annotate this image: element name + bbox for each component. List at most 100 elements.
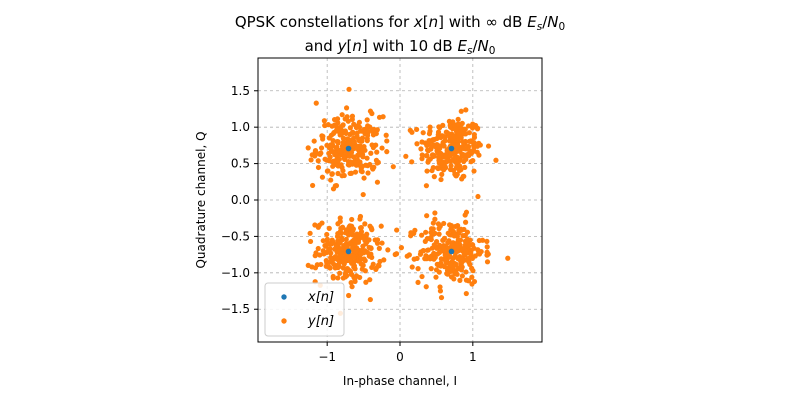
y-point bbox=[463, 248, 469, 255]
y-tick-label: 0.5 bbox=[231, 157, 250, 171]
y-point bbox=[321, 118, 327, 124]
y-point bbox=[333, 145, 339, 151]
y-point bbox=[437, 248, 443, 255]
y-point bbox=[438, 256, 444, 262]
y-point bbox=[460, 233, 466, 239]
y-point bbox=[440, 133, 446, 139]
y-point bbox=[462, 131, 469, 137]
y-point bbox=[307, 230, 313, 236]
y-point bbox=[349, 284, 355, 290]
y-point bbox=[409, 264, 415, 270]
y-point bbox=[356, 119, 363, 126]
y-point bbox=[465, 123, 472, 129]
y-point bbox=[362, 268, 368, 274]
y-point bbox=[359, 169, 365, 175]
y-point bbox=[468, 250, 474, 257]
y-point bbox=[451, 276, 457, 282]
y-point bbox=[347, 125, 353, 131]
y-point bbox=[378, 223, 384, 229]
y-point bbox=[448, 133, 455, 140]
y-point bbox=[335, 126, 341, 133]
y-point bbox=[484, 238, 490, 244]
y-point bbox=[471, 278, 478, 285]
y-point bbox=[335, 170, 341, 177]
y-point bbox=[328, 147, 335, 153]
y-point bbox=[424, 168, 430, 174]
x-tick-label: −1 bbox=[318, 350, 336, 364]
y-point bbox=[408, 230, 414, 236]
y-point bbox=[320, 238, 326, 244]
y-point bbox=[346, 86, 352, 92]
y-point bbox=[339, 112, 345, 118]
y-point bbox=[432, 210, 438, 216]
y-point bbox=[390, 164, 396, 170]
y-point bbox=[325, 239, 331, 246]
y-point bbox=[365, 170, 371, 176]
y-point bbox=[452, 223, 459, 230]
y-point bbox=[450, 119, 456, 125]
y-point bbox=[371, 164, 377, 170]
y-point bbox=[469, 241, 475, 248]
y-point bbox=[462, 164, 468, 170]
y-point bbox=[311, 138, 317, 144]
y-point bbox=[335, 163, 341, 169]
y-point bbox=[353, 160, 359, 166]
y-point bbox=[318, 150, 324, 156]
y-point bbox=[485, 143, 492, 149]
y-point bbox=[458, 108, 464, 114]
x-point bbox=[448, 248, 455, 255]
y-point bbox=[334, 116, 341, 122]
y-point bbox=[319, 174, 326, 180]
y-point bbox=[330, 273, 336, 280]
y-point bbox=[431, 250, 437, 256]
y-point bbox=[444, 148, 450, 154]
y-tick-label: 0.0 bbox=[231, 193, 250, 207]
y-point bbox=[463, 107, 469, 113]
y-point bbox=[322, 156, 328, 162]
y-point bbox=[414, 126, 420, 133]
y-point bbox=[398, 245, 405, 251]
x-point bbox=[448, 145, 455, 152]
y-point bbox=[448, 163, 454, 169]
legend-marker-y bbox=[281, 318, 287, 324]
y-point bbox=[349, 216, 355, 223]
y-point bbox=[362, 258, 368, 264]
y-point bbox=[437, 288, 444, 294]
y-point bbox=[339, 246, 345, 252]
y-point bbox=[337, 132, 343, 138]
y-point bbox=[385, 247, 391, 253]
y-point bbox=[455, 244, 461, 251]
y-point bbox=[403, 153, 409, 159]
y-point bbox=[440, 159, 447, 165]
y-point bbox=[344, 114, 350, 120]
y-point bbox=[455, 142, 461, 148]
y-point bbox=[364, 117, 370, 123]
y-point bbox=[431, 256, 437, 262]
y-point bbox=[358, 251, 364, 257]
y-point bbox=[423, 183, 430, 189]
y-point bbox=[343, 269, 349, 276]
y-point bbox=[332, 246, 338, 252]
y-point bbox=[374, 179, 381, 185]
y-point bbox=[347, 258, 354, 264]
y-point bbox=[341, 172, 347, 179]
y-point bbox=[345, 118, 351, 124]
y-point bbox=[340, 135, 346, 142]
y-point bbox=[374, 149, 380, 155]
y-point bbox=[384, 138, 390, 144]
y-point bbox=[367, 277, 373, 283]
y-point bbox=[329, 123, 335, 129]
y-point bbox=[439, 171, 445, 177]
y-point bbox=[336, 259, 343, 265]
y-point bbox=[455, 116, 461, 122]
y-point bbox=[423, 284, 429, 290]
y-point bbox=[484, 244, 490, 250]
y-point bbox=[446, 238, 452, 244]
y-point bbox=[339, 235, 345, 241]
y-point bbox=[424, 147, 431, 153]
y-point bbox=[422, 238, 428, 244]
y-point bbox=[453, 173, 459, 179]
y-point bbox=[308, 157, 314, 163]
y-point bbox=[359, 163, 365, 169]
y-point bbox=[351, 274, 357, 280]
